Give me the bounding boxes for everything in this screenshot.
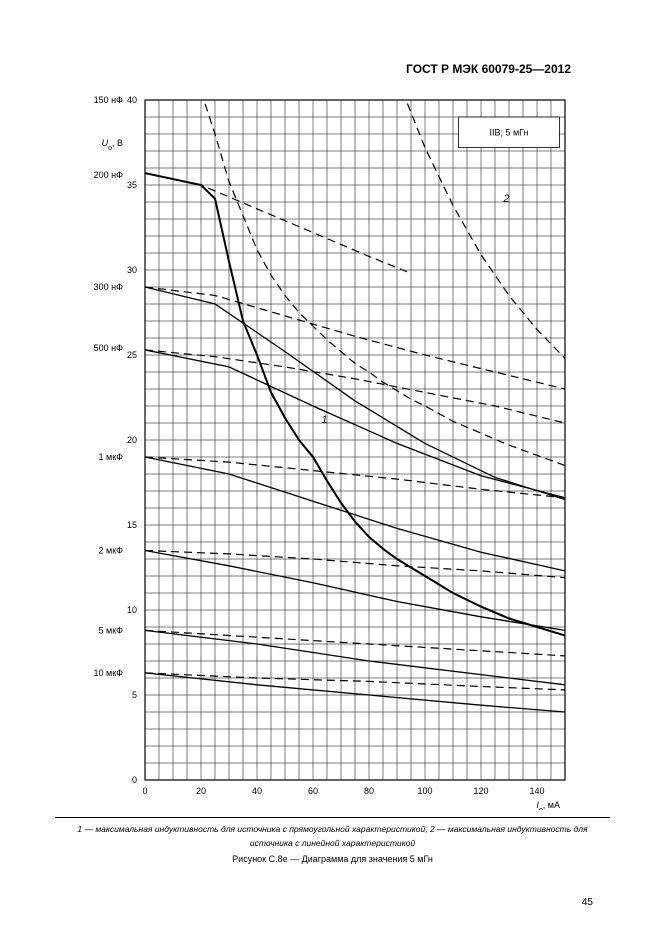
svg-text:2: 2	[502, 193, 509, 205]
svg-text:40: 40	[252, 786, 262, 796]
svg-text:1 мкФ: 1 мкФ	[99, 452, 124, 462]
svg-text:100: 100	[417, 786, 432, 796]
chart: 0 20 40 60 80 100 120 140 0 5 10 15 20 25 30 35 40 Uо, В I…	[55, 90, 610, 810]
divider	[55, 817, 610, 818]
svg-text:60: 60	[308, 786, 318, 796]
document-header: ГОСТ Р МЭК 60079-25—2012	[406, 62, 571, 76]
svg-text:0: 0	[142, 786, 147, 796]
svg-text:Iо, мА: Iо, мА	[536, 800, 560, 810]
svg-text:40: 40	[127, 95, 137, 105]
svg-text:1: 1	[321, 414, 327, 426]
legend-text: 1 — максимальная индуктивность для источ…	[55, 824, 610, 850]
svg-text:10 мкФ: 10 мкФ	[94, 668, 124, 678]
figure-caption: Рисунок С.8е — Диаграмма для значения 5 …	[55, 854, 610, 864]
svg-text:500 нФ: 500 нФ	[94, 343, 123, 353]
svg-text:25: 25	[127, 350, 137, 360]
svg-text:35: 35	[127, 180, 137, 190]
svg-text:140: 140	[529, 786, 544, 796]
svg-text:150 нФ: 150 нФ	[94, 95, 123, 105]
page-number: 45	[582, 897, 593, 908]
svg-text:15: 15	[127, 520, 137, 530]
page: ГОСТ Р МЭК 60079-25—2012 020406080100120…	[0, 0, 661, 936]
svg-text:Uо, В: Uо, В	[102, 138, 123, 152]
chart-svg: 0 20 40 60 80 100 120 140 0 5 10 15 20 25 30 35 40 Uо, В I…	[55, 90, 610, 810]
svg-text:5 мкФ: 5 мкФ	[99, 625, 124, 635]
svg-text:20: 20	[127, 435, 137, 445]
svg-text:80: 80	[364, 786, 374, 796]
svg-text:120: 120	[473, 786, 488, 796]
svg-text:30: 30	[127, 265, 137, 275]
svg-text:10: 10	[127, 605, 137, 615]
svg-text:300 нФ: 300 нФ	[94, 282, 123, 292]
svg-text:0: 0	[132, 775, 137, 785]
svg-text:200 нФ: 200 нФ	[94, 170, 123, 180]
svg-text:20: 20	[196, 786, 206, 796]
svg-text:5: 5	[132, 690, 137, 700]
svg-text:IIB; 5 мГн: IIB; 5 мГн	[489, 127, 528, 137]
svg-text:2 мкФ: 2 мкФ	[99, 546, 124, 556]
